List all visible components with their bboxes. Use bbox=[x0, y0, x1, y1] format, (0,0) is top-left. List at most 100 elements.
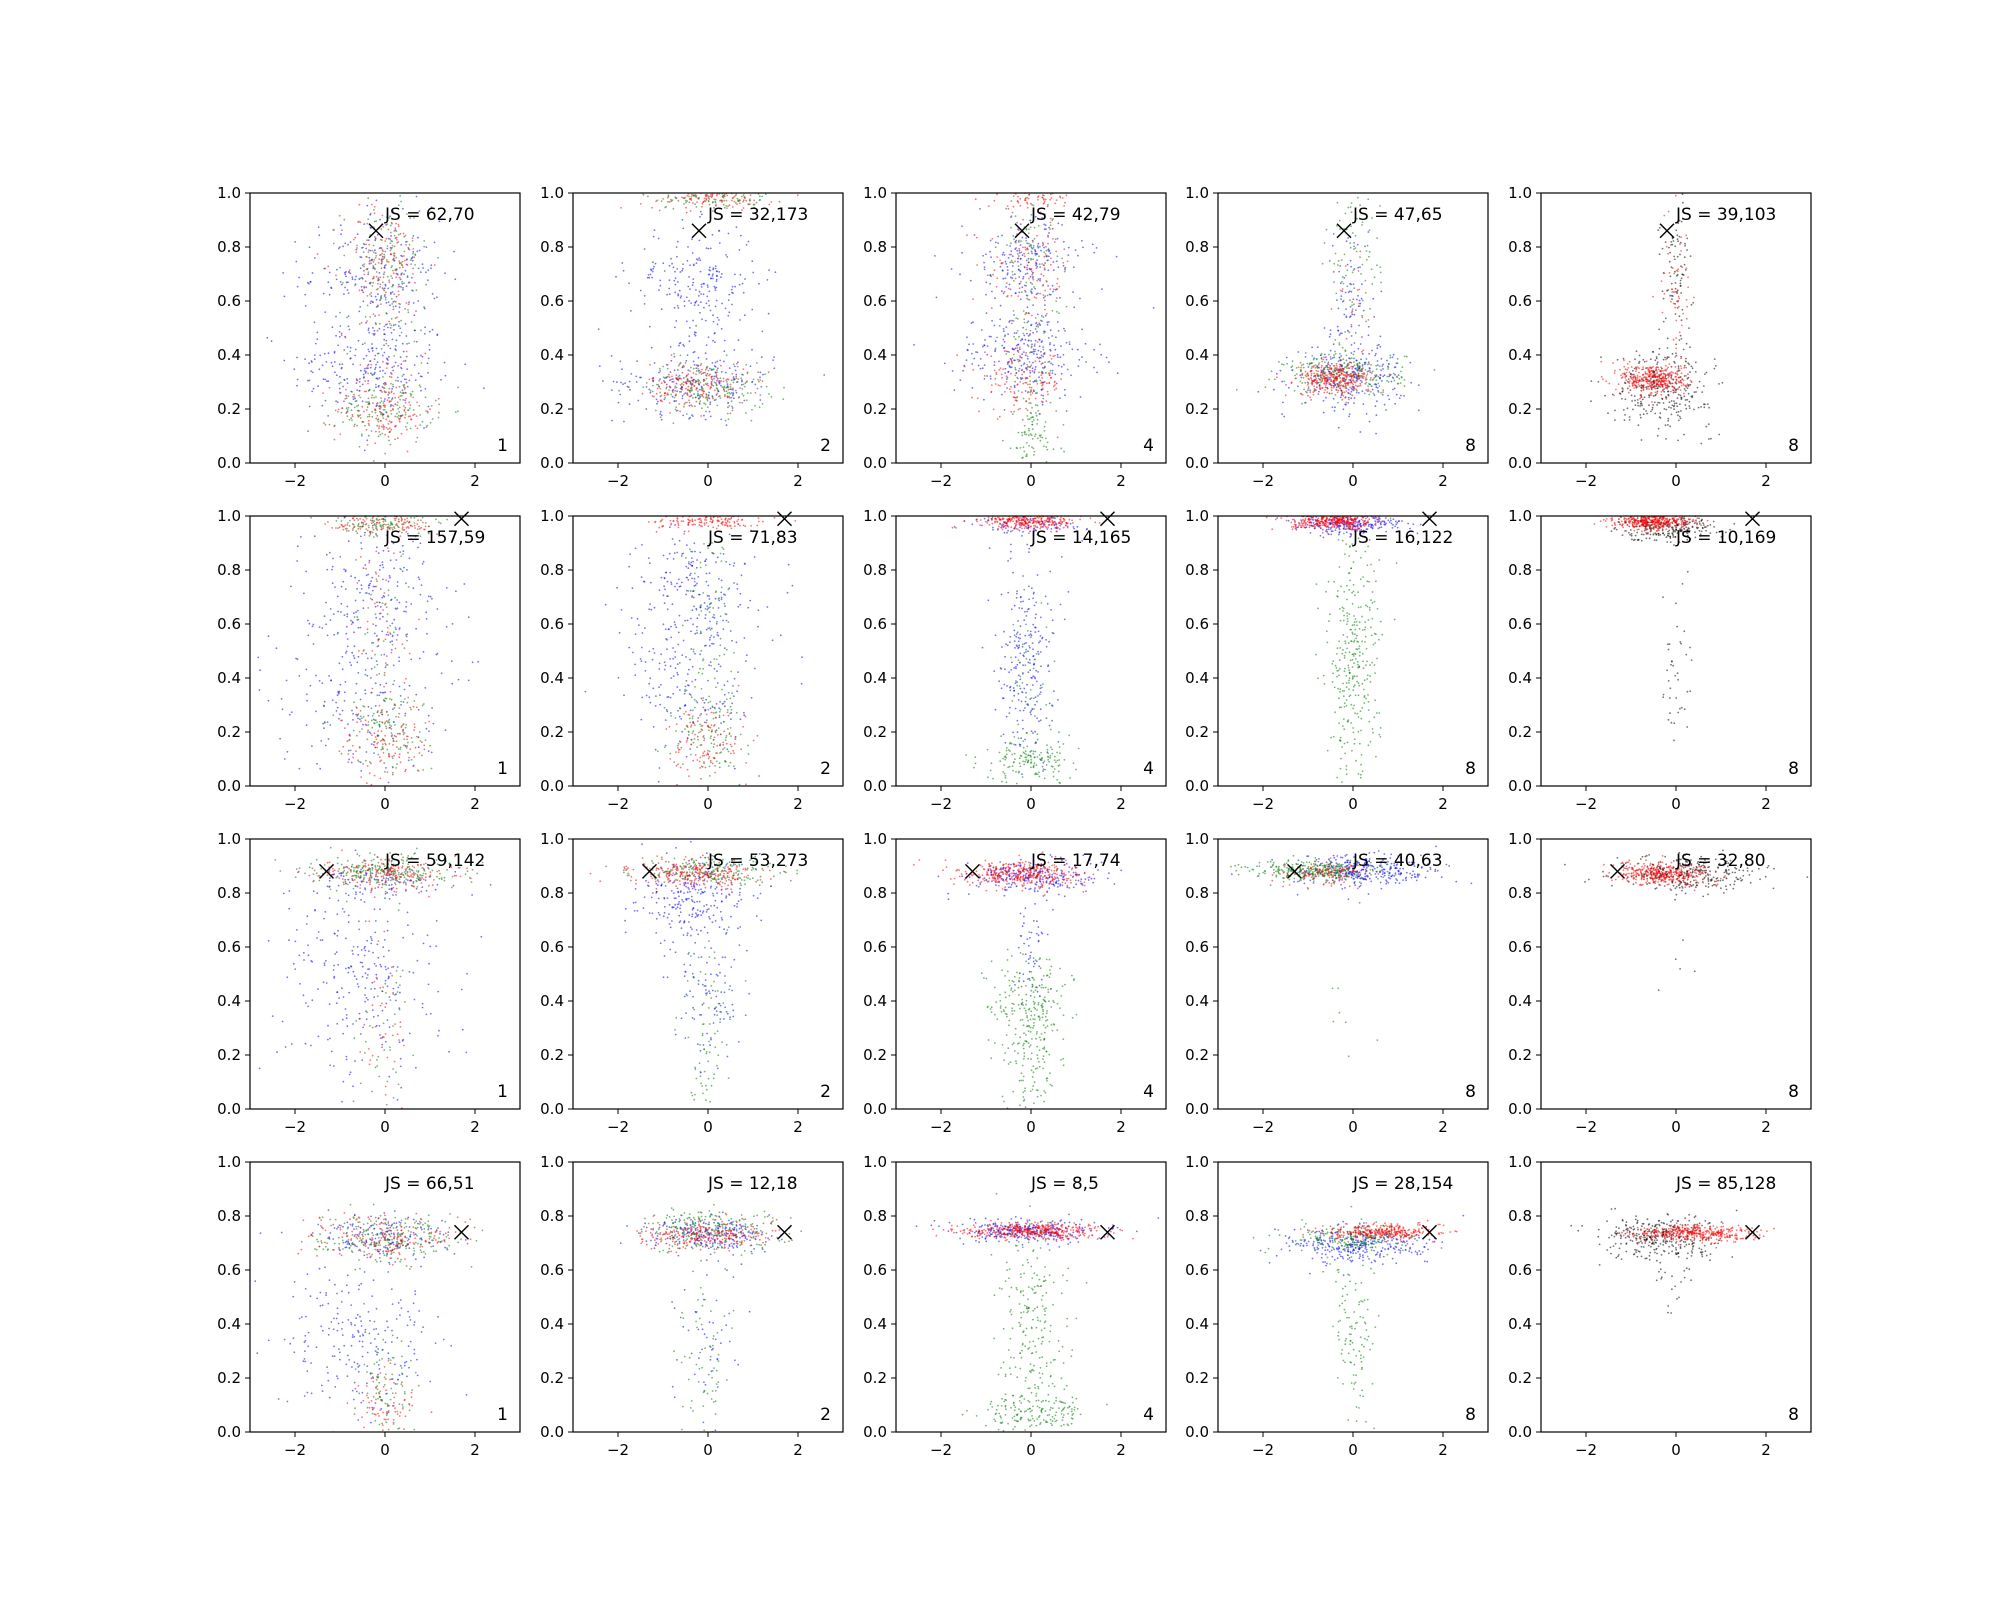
scatter-point bbox=[343, 349, 346, 351]
scatter-point bbox=[713, 377, 715, 380]
scatter-point bbox=[391, 277, 394, 280]
scatter-point bbox=[337, 411, 339, 413]
scatter-point bbox=[1335, 379, 1337, 382]
scatter-point bbox=[723, 385, 726, 388]
scatter-point bbox=[1037, 196, 1039, 199]
scatter-point bbox=[675, 374, 678, 377]
scatter-point bbox=[1650, 377, 1652, 380]
scatter-point bbox=[1046, 448, 1049, 451]
scatter-point bbox=[979, 358, 982, 360]
scatter-point bbox=[1332, 373, 1335, 376]
scatter-point bbox=[405, 397, 407, 400]
scatter-point bbox=[677, 199, 680, 202]
scatter-point bbox=[1360, 358, 1362, 361]
scatter-point bbox=[1354, 332, 1357, 334]
scatter-point bbox=[1391, 356, 1394, 359]
scatter-point bbox=[1356, 289, 1359, 291]
scatter-point bbox=[1376, 364, 1379, 366]
scatter-point bbox=[327, 265, 330, 268]
scatter-point bbox=[1361, 299, 1364, 302]
scatter-point bbox=[934, 255, 936, 257]
scatter-point bbox=[1337, 329, 1339, 332]
scatter-point bbox=[383, 295, 386, 297]
scatter-point bbox=[731, 405, 733, 408]
scatter-point bbox=[372, 460, 375, 462]
scatter-point bbox=[642, 386, 645, 388]
scatter-point bbox=[735, 381, 738, 384]
scatter-point bbox=[736, 203, 738, 206]
scatter-point bbox=[368, 262, 371, 265]
scatter-point bbox=[406, 385, 409, 388]
scatter-point bbox=[721, 302, 723, 305]
scatter-point bbox=[734, 273, 736, 276]
scatter-point bbox=[362, 421, 365, 423]
scatter-point bbox=[376, 352, 379, 355]
scatter-point bbox=[1034, 252, 1036, 255]
scatter-point bbox=[1014, 215, 1017, 218]
y-tick-label: 0.8 bbox=[1185, 238, 1209, 256]
scatter-point bbox=[1008, 351, 1011, 353]
scatter-point bbox=[283, 359, 286, 362]
scatter-point bbox=[1375, 352, 1377, 355]
scatter-point bbox=[1338, 219, 1341, 222]
scatter-point bbox=[1375, 374, 1378, 377]
scatter-point bbox=[994, 340, 997, 343]
scatter-point bbox=[1350, 211, 1353, 214]
scatter-point bbox=[1291, 360, 1294, 363]
scatter-point bbox=[1650, 376, 1653, 378]
scatter-point bbox=[357, 339, 360, 342]
scatter-point bbox=[693, 364, 696, 366]
scatter-point bbox=[1659, 412, 1662, 415]
scatter-point bbox=[401, 266, 404, 269]
scatter-point bbox=[658, 367, 661, 370]
scatter-point bbox=[1345, 240, 1348, 243]
scatter-point bbox=[404, 416, 406, 419]
scatter-point bbox=[674, 326, 676, 329]
scatter-point bbox=[1079, 297, 1081, 300]
scatter-point bbox=[383, 287, 386, 290]
scatter-point bbox=[1673, 291, 1675, 293]
scatter-point bbox=[1052, 290, 1054, 293]
scatter-point bbox=[386, 399, 389, 401]
scatter-point bbox=[1010, 322, 1013, 325]
scatter-point bbox=[366, 320, 368, 322]
scatter-point bbox=[1001, 234, 1003, 237]
scatter-point bbox=[414, 329, 416, 332]
scatter-point bbox=[697, 259, 699, 261]
scatter-point bbox=[349, 346, 352, 349]
y-tick-label: 0.0 bbox=[863, 454, 887, 472]
scatter-point bbox=[427, 269, 430, 272]
scatter-point bbox=[1410, 381, 1412, 384]
scatter-point bbox=[662, 198, 665, 200]
scatter-point bbox=[727, 418, 730, 421]
scatter-point bbox=[343, 271, 346, 274]
scatter-point bbox=[1628, 360, 1631, 363]
scatter-point bbox=[414, 379, 417, 381]
scatter-point bbox=[1003, 335, 1006, 338]
scatter-point bbox=[440, 378, 442, 381]
scatter-point bbox=[366, 444, 369, 446]
scatter-point bbox=[724, 393, 726, 396]
scatter-point bbox=[1368, 229, 1371, 232]
scatter-point bbox=[371, 410, 373, 413]
scatter-point bbox=[1358, 392, 1360, 394]
scatter-point bbox=[990, 391, 993, 394]
scatter-point bbox=[1049, 342, 1051, 344]
scatter-point bbox=[1607, 412, 1609, 415]
scatter-point bbox=[1316, 382, 1319, 385]
scatter-point bbox=[1320, 372, 1322, 374]
scatter-point bbox=[1643, 360, 1646, 363]
scatter-point bbox=[379, 283, 382, 286]
scatter-point bbox=[1376, 387, 1379, 389]
scatter-point bbox=[1630, 374, 1633, 376]
scatter-point bbox=[642, 194, 645, 196]
scatter-point bbox=[675, 386, 678, 389]
scatter-point bbox=[1046, 205, 1049, 208]
scatter-point bbox=[649, 268, 652, 271]
scatter-point bbox=[1284, 394, 1287, 397]
scatter-point bbox=[699, 381, 702, 384]
y-tick-label: 0.0 bbox=[540, 454, 564, 472]
scatter-point bbox=[382, 276, 385, 279]
scatter-point bbox=[994, 297, 996, 300]
